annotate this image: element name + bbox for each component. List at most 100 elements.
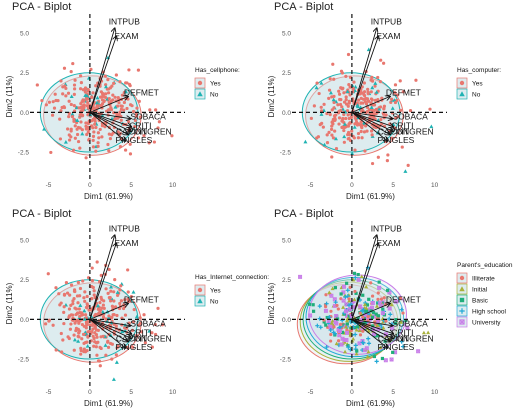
data-point (66, 127, 70, 131)
vector-arrow (351, 112, 388, 141)
x-tick-label: 10 (431, 182, 439, 189)
y-tick-label: 2.5 (282, 277, 291, 284)
data-point (71, 61, 75, 66)
data-point (361, 293, 365, 297)
data-point (374, 359, 379, 364)
data-point (90, 284, 94, 289)
data-point (131, 109, 136, 114)
vector-arrow (351, 111, 393, 131)
data-point (67, 315, 71, 319)
data-point (111, 98, 115, 102)
data-point (126, 268, 130, 272)
vector-arrow (351, 36, 378, 113)
data-point (339, 98, 343, 102)
data-point (337, 122, 341, 126)
data-point (365, 129, 369, 133)
data-point (350, 151, 355, 155)
data-point (82, 308, 87, 313)
data-point (337, 89, 341, 93)
data-point (109, 284, 114, 289)
data-point (81, 279, 85, 283)
data-point (374, 312, 378, 316)
legend-marker (197, 80, 203, 86)
data-point (77, 335, 81, 339)
legend-title: Has_cellphone: (195, 67, 240, 74)
data-point (338, 102, 343, 107)
data-point (366, 92, 370, 96)
data-point (367, 297, 371, 301)
legend-label: No (210, 91, 219, 98)
data-point (152, 140, 156, 144)
data-point (59, 109, 63, 113)
data-point (76, 301, 80, 305)
data-point (67, 138, 72, 142)
data-point (136, 136, 141, 140)
legend-label: Illiterate (472, 275, 495, 282)
vector-arrow (351, 318, 393, 333)
y-tick-label: -2.5 (280, 150, 292, 157)
data-point (330, 318, 335, 323)
data-point (356, 316, 360, 320)
data-point (138, 316, 142, 320)
y-tick-label: 2.5 (282, 70, 291, 77)
data-point (85, 294, 89, 299)
data-point (92, 130, 96, 134)
y-axis-label: Dim2 (11%) (267, 282, 276, 324)
data-point (104, 287, 108, 291)
x-axis-label: Dim1 (61.9%) (84, 399, 133, 408)
data-point (119, 107, 124, 111)
data-point (73, 87, 77, 91)
data-point (396, 114, 400, 119)
vector-arrow (89, 112, 126, 141)
data-point (108, 295, 112, 300)
data-point (394, 317, 398, 322)
data-point (101, 303, 105, 307)
data-point (73, 321, 77, 325)
data-point (327, 130, 331, 134)
data-point (371, 310, 376, 315)
data-point (134, 314, 139, 319)
data-point (360, 136, 364, 140)
vector-label: INTPUB (109, 223, 140, 233)
data-point (366, 318, 370, 322)
data-point (54, 286, 58, 290)
data-point (86, 100, 90, 105)
data-point (47, 319, 51, 323)
data-point (315, 323, 320, 328)
data-point (314, 85, 319, 90)
data-point (342, 340, 347, 344)
data-point (101, 94, 105, 99)
data-point (364, 306, 369, 310)
data-point (100, 124, 104, 128)
data-point (62, 305, 66, 309)
data-point (364, 102, 369, 106)
data-point (401, 311, 405, 315)
data-point (78, 286, 83, 291)
data-point (107, 149, 111, 153)
data-point (399, 307, 404, 312)
data-point (89, 339, 93, 343)
x-tick-label: 10 (431, 389, 439, 396)
vector-arrow (351, 235, 377, 320)
data-point (364, 284, 369, 289)
data-point (50, 113, 55, 117)
data-point (138, 115, 143, 119)
data-point (42, 126, 47, 131)
data-point (359, 129, 363, 134)
data-point (116, 95, 120, 100)
legend-marker (459, 80, 465, 86)
vector-label: EXAM (376, 31, 400, 41)
data-point (360, 340, 365, 345)
data-point (116, 344, 120, 348)
legend-label: Basic (472, 297, 489, 304)
data-point (80, 337, 84, 341)
data-point (336, 307, 340, 311)
data-point (364, 310, 368, 314)
data-point (380, 356, 385, 361)
data-point (90, 266, 94, 270)
vector-label: CAPINT (378, 334, 409, 344)
data-point (372, 354, 377, 359)
data-point (108, 299, 113, 303)
data-point (382, 61, 386, 65)
data-point (143, 341, 147, 345)
